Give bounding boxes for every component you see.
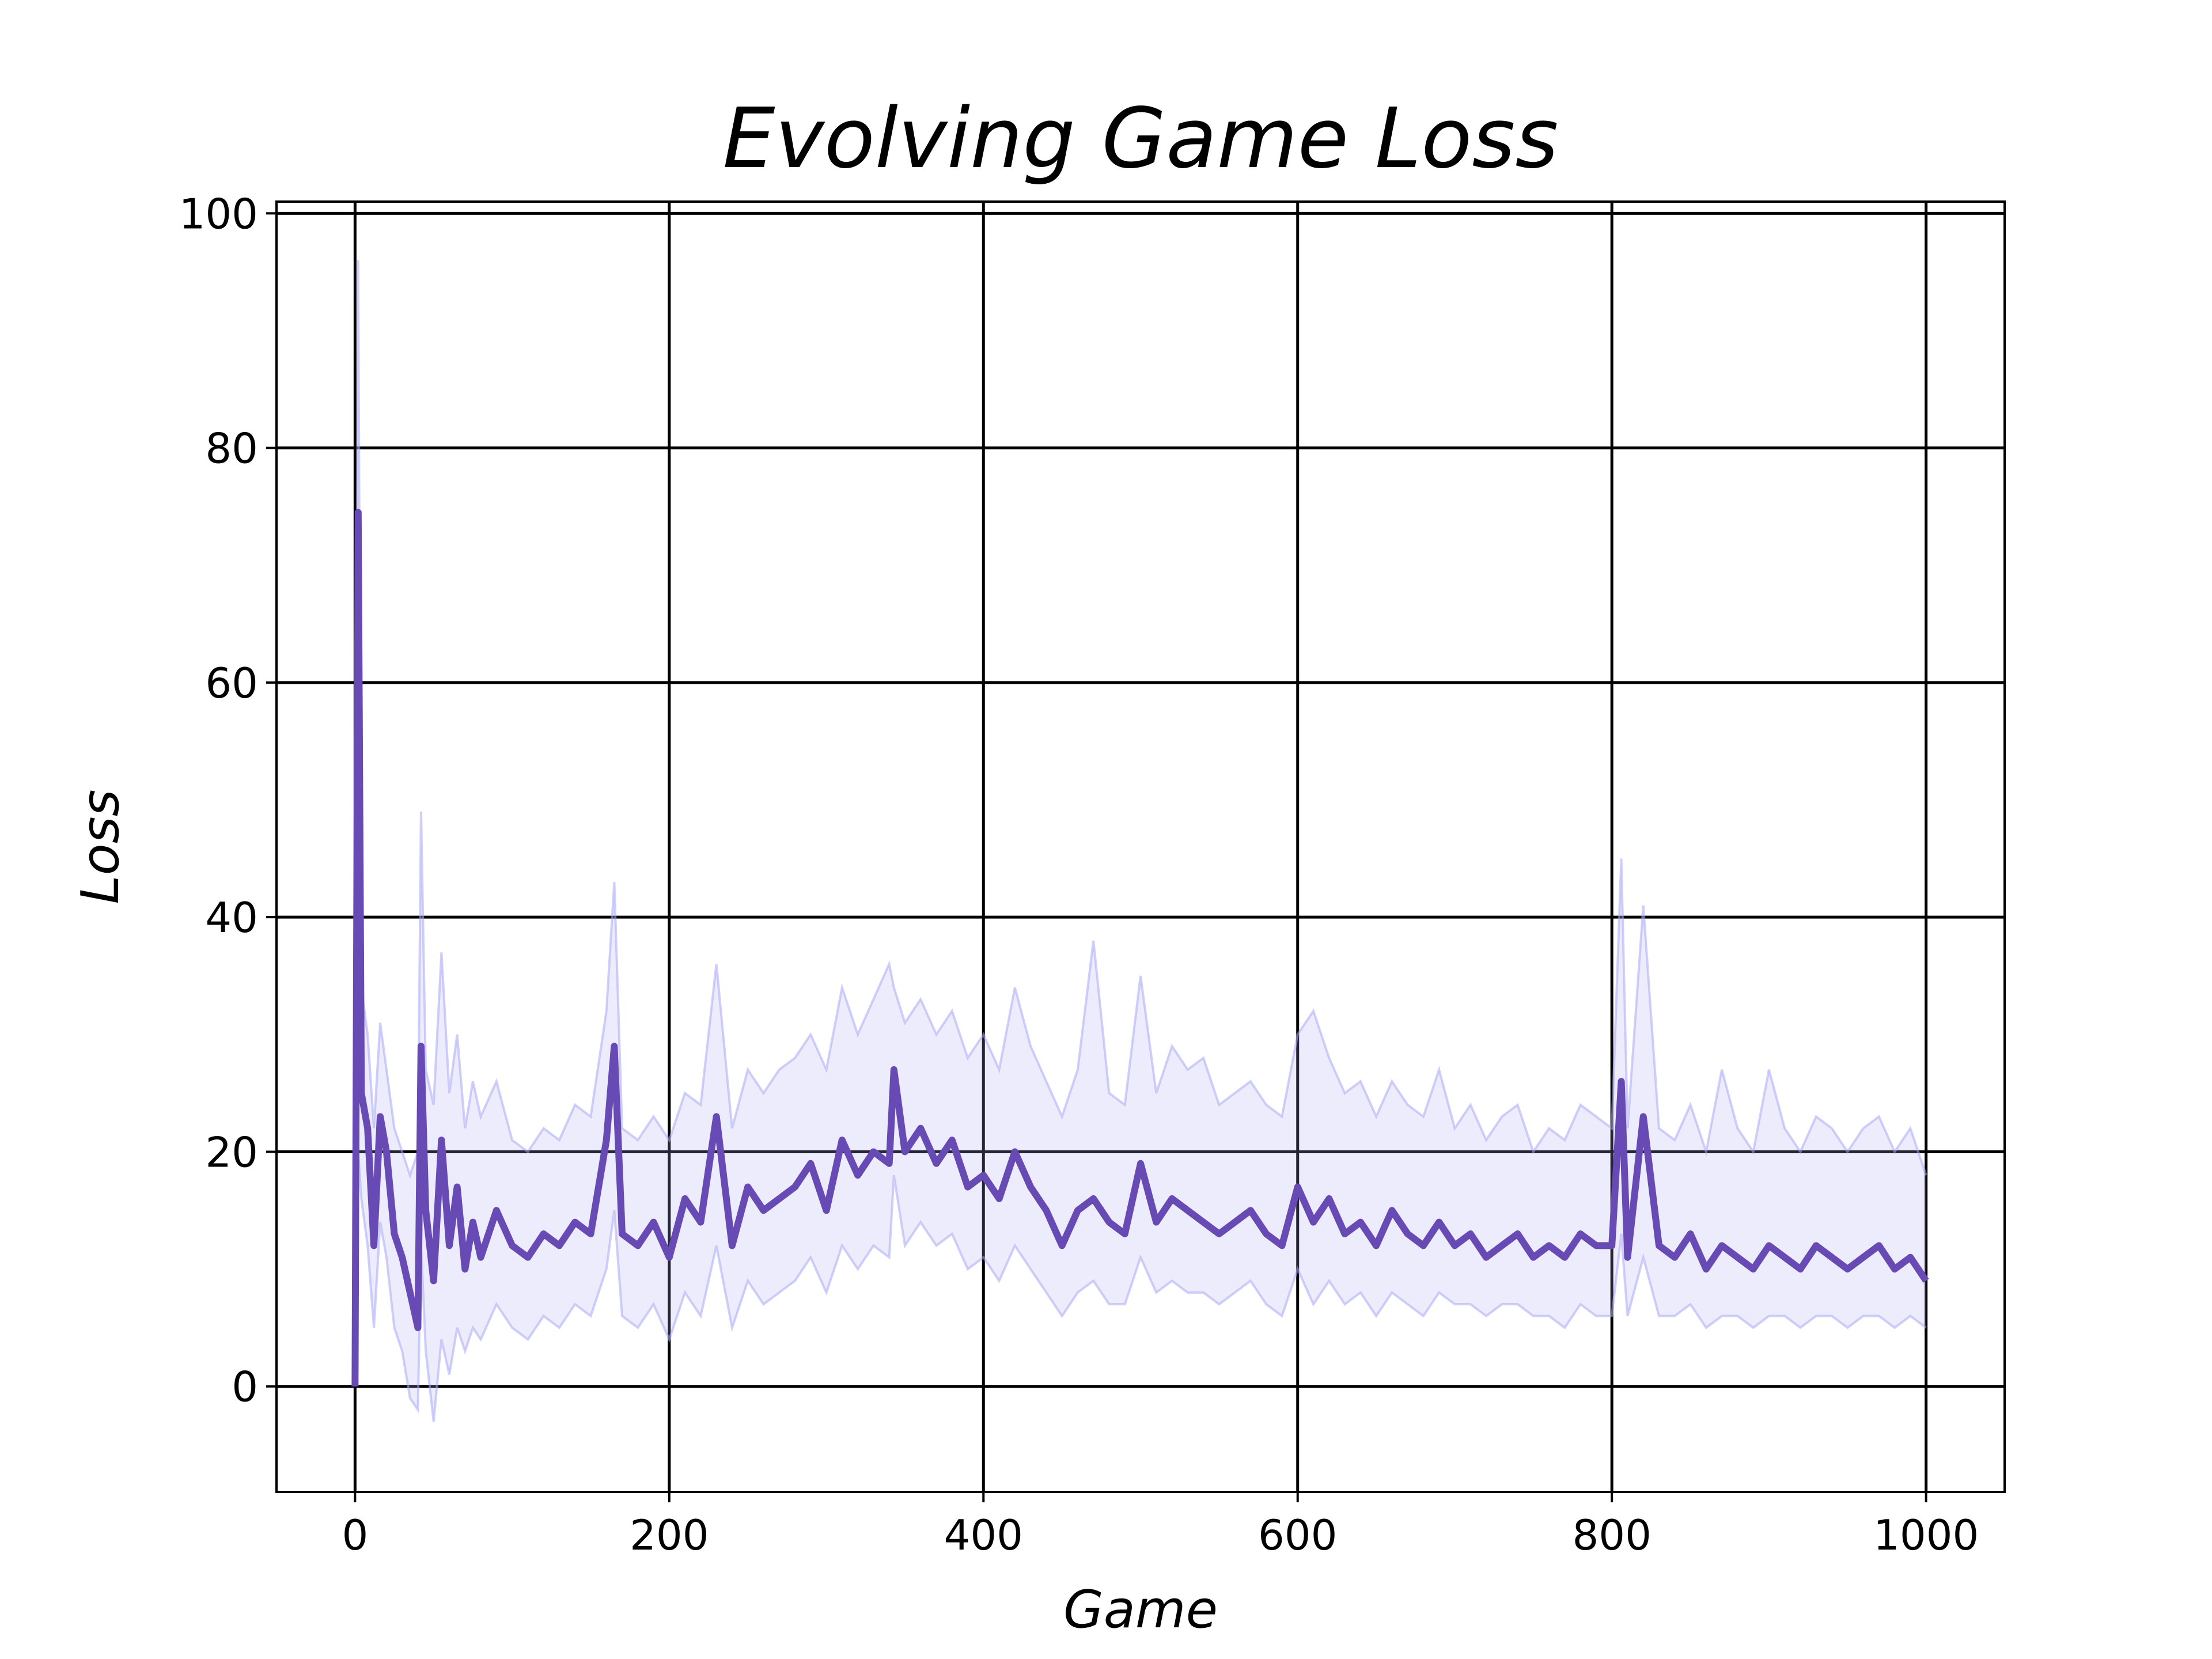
x-tick-label: 200 — [630, 1511, 709, 1559]
variance-band — [355, 260, 1926, 1422]
x-tick-label: 800 — [1572, 1511, 1651, 1559]
y-tick-label: 0 — [232, 1363, 258, 1411]
x-tick-label: 400 — [944, 1511, 1023, 1559]
mean-loss-line — [351, 509, 1929, 1387]
y-tick-label: 100 — [179, 190, 258, 238]
chart-title: Evolving Game Loss — [723, 90, 1559, 187]
upper-bound-line — [354, 260, 1927, 1387]
plot-frame — [275, 200, 2006, 1493]
x-tick-label: 600 — [1258, 1511, 1337, 1559]
grid — [276, 202, 2005, 1492]
plot-area — [351, 260, 1929, 1422]
y-tick-label: 40 — [205, 893, 258, 942]
lower-bound-line — [354, 1152, 1927, 1422]
y-tick-label: 60 — [205, 659, 258, 707]
x-tick-label: 1000 — [1873, 1511, 1979, 1559]
y-tick-label: 20 — [205, 1128, 258, 1176]
y-axis-label: Loss — [70, 790, 131, 904]
y-tick-label: 80 — [205, 425, 258, 473]
axis-ticks: 0 200 400 600 800 1000 0 20 40 60 80 100 — [179, 190, 1979, 1559]
x-tick-label: 0 — [342, 1511, 368, 1559]
x-axis-label: Game — [1063, 1580, 1218, 1640]
